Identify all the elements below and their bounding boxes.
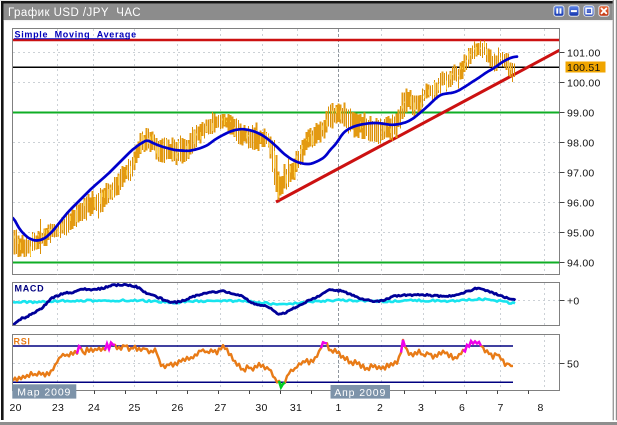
svg-text:26: 26 [171, 402, 183, 414]
svg-text:99.00: 99.00 [567, 107, 595, 119]
svg-text:График USD /JPY ЧАС: График USD /JPY ЧАС [8, 7, 141, 19]
svg-text:Simple Moving Average: Simple Moving Average [15, 29, 137, 39]
svg-text:Мар 2009: Мар 2009 [17, 387, 71, 399]
svg-text:25: 25 [128, 402, 140, 414]
svg-text:96.00: 96.00 [567, 197, 595, 209]
svg-text:23: 23 [52, 402, 64, 414]
svg-text:31: 31 [290, 402, 302, 414]
svg-text:50: 50 [567, 359, 579, 371]
svg-text:+0: +0 [567, 295, 579, 307]
svg-text:2: 2 [377, 402, 383, 414]
svg-text:6: 6 [459, 402, 465, 414]
svg-text:97.00: 97.00 [567, 167, 595, 179]
svg-text:1: 1 [335, 402, 341, 414]
svg-text:95.00: 95.00 [567, 227, 595, 239]
svg-text:27: 27 [214, 402, 226, 414]
svg-text:20: 20 [10, 402, 22, 414]
svg-text:Апр 2009: Апр 2009 [334, 387, 386, 399]
svg-text:7: 7 [497, 402, 503, 414]
svg-text:100.51: 100.51 [567, 62, 601, 74]
svg-text:24: 24 [88, 402, 100, 414]
svg-text:RSI: RSI [14, 337, 31, 347]
svg-text:100.00: 100.00 [567, 77, 601, 89]
svg-text:3: 3 [418, 402, 424, 414]
svg-text:101.00: 101.00 [567, 47, 601, 59]
svg-text:MACD: MACD [15, 284, 45, 294]
svg-text:94.00: 94.00 [567, 257, 595, 269]
svg-text:8: 8 [537, 402, 543, 414]
svg-text:98.00: 98.00 [567, 137, 595, 149]
svg-text:30: 30 [255, 402, 267, 414]
